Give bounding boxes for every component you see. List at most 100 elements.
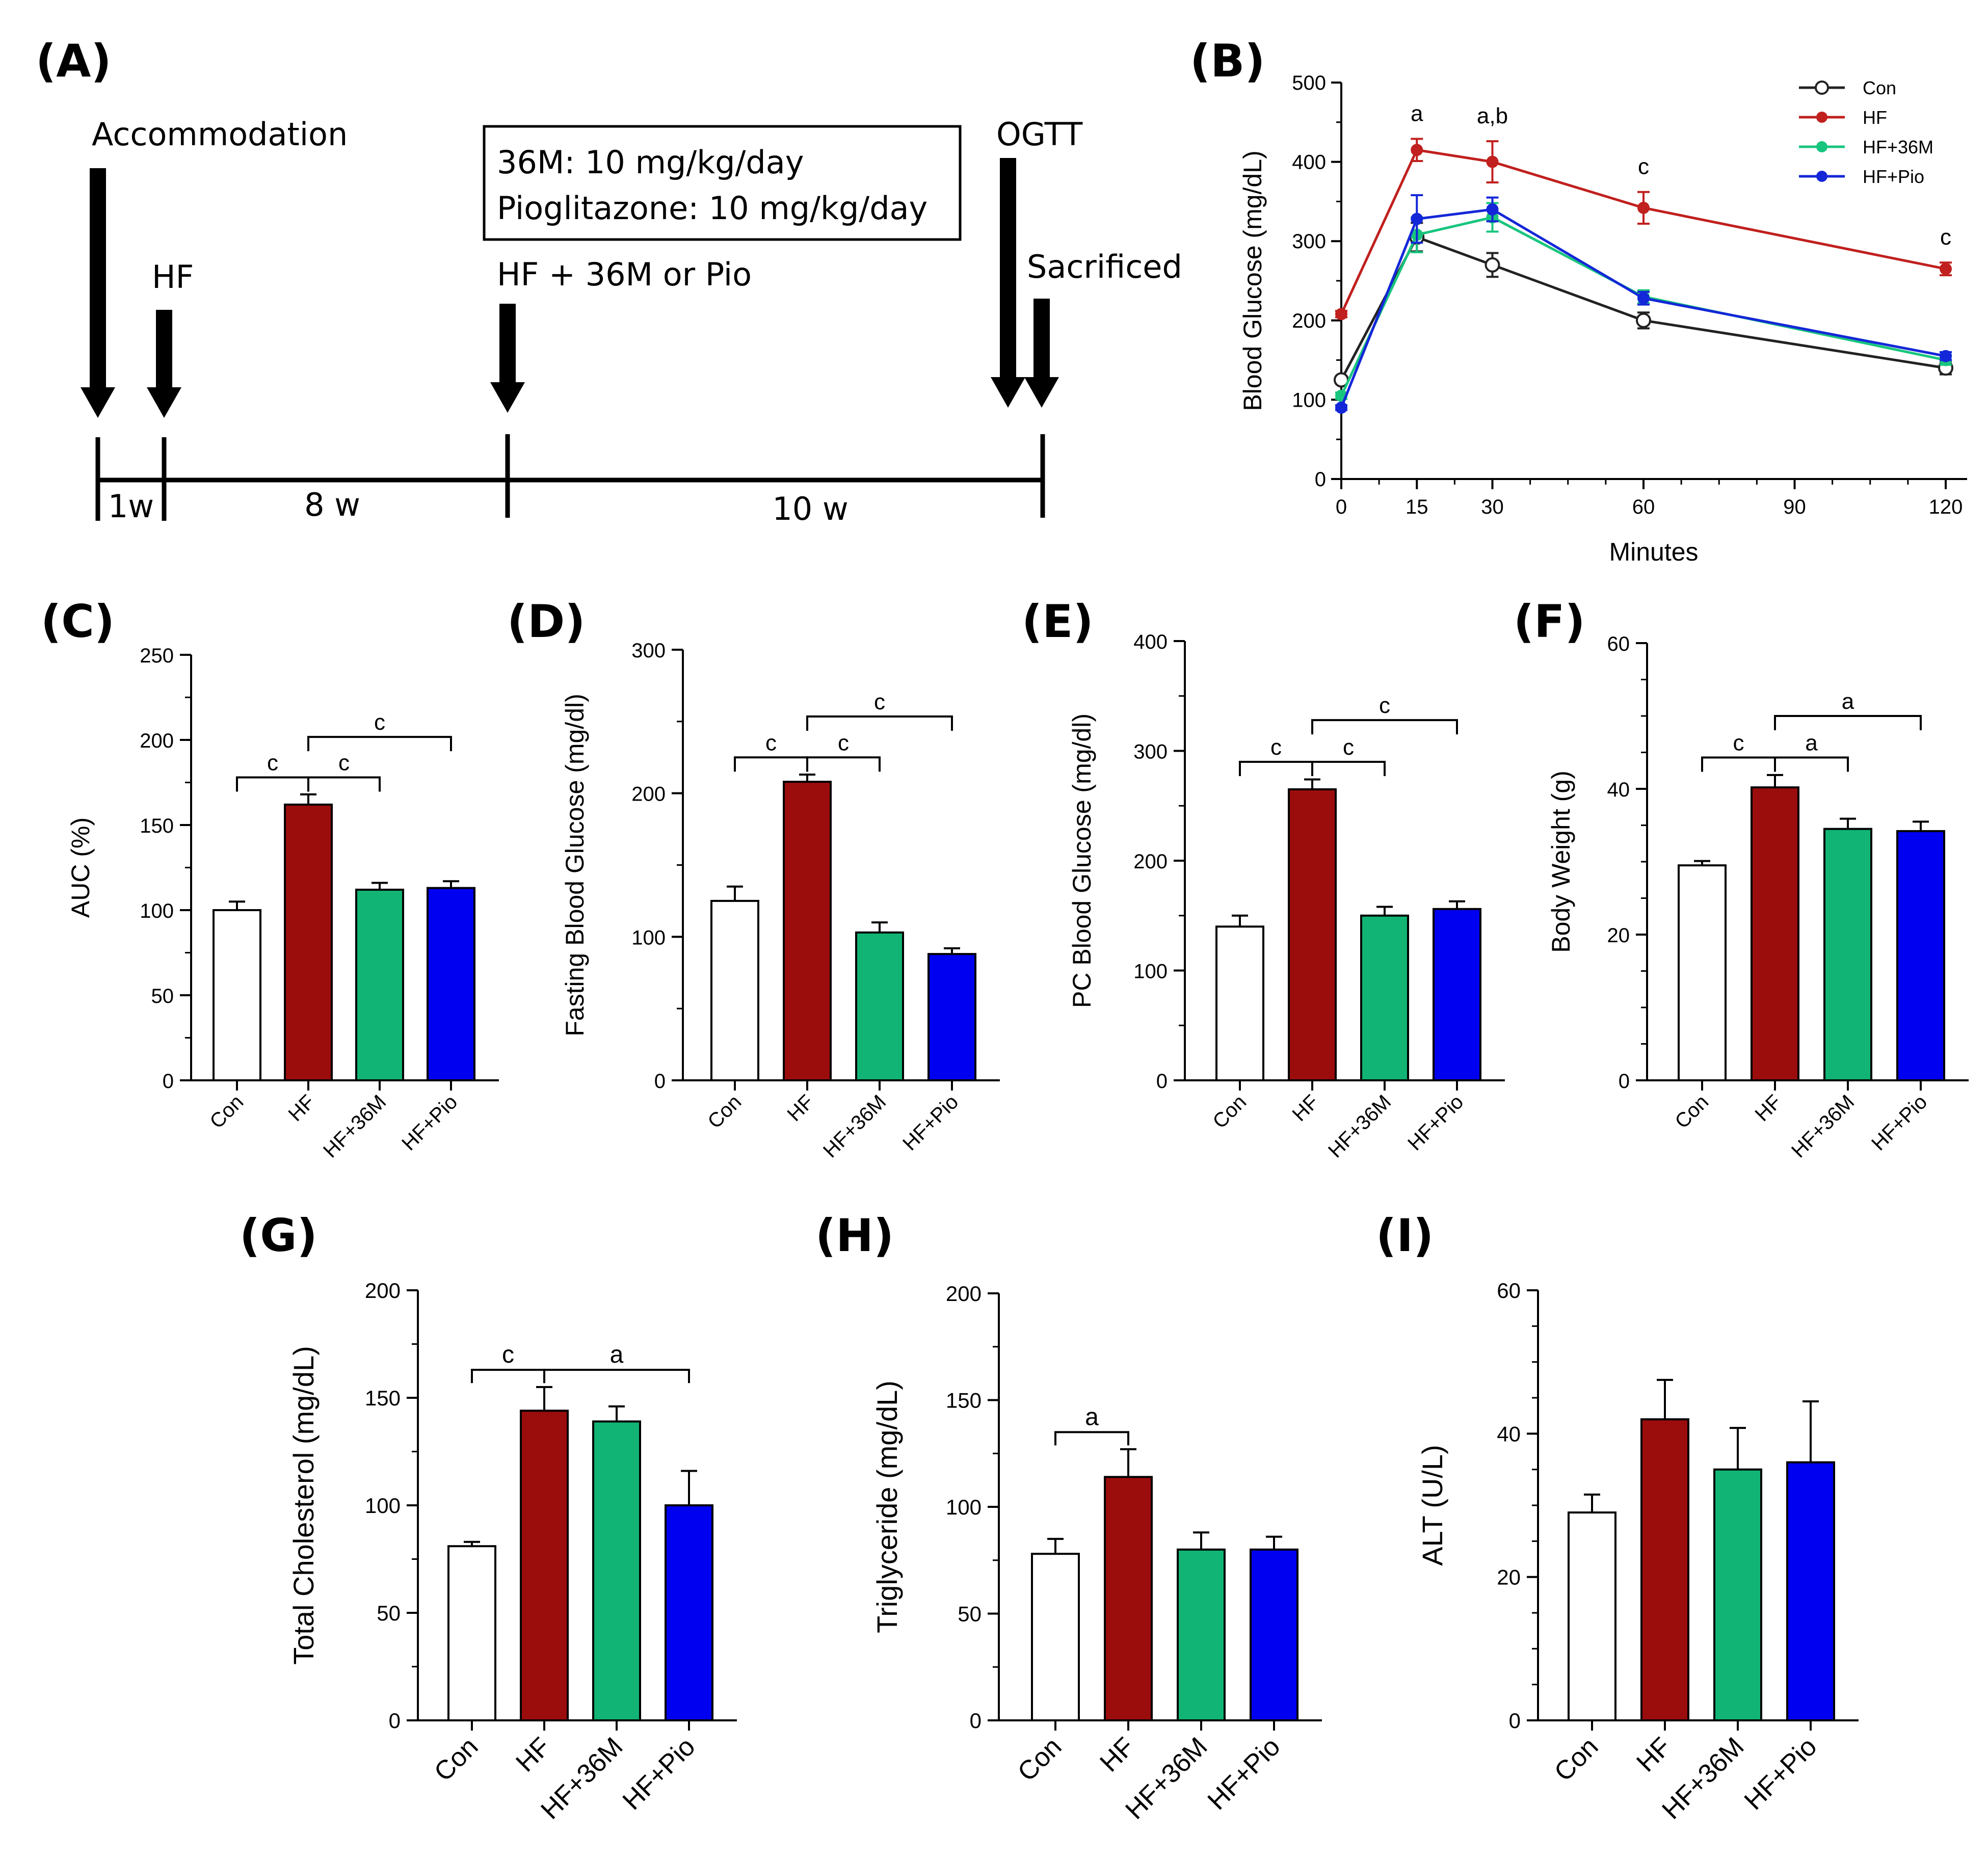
y-tick-label: 40 xyxy=(1497,1422,1521,1446)
panel-h-triglyceride-chart: (H) 0 50 100 150 200 Triglyceride (mg/dL) Con H… xyxy=(815,1209,1322,1825)
significance-label: c xyxy=(267,750,278,775)
data-point xyxy=(1485,257,1500,273)
y-tick-label: 300 xyxy=(1133,741,1168,763)
y-tick-label: 0 xyxy=(1509,1709,1521,1733)
x-category-label: HF+36M xyxy=(1656,1732,1750,1825)
legend-marker xyxy=(1816,141,1827,152)
y-tick-label: 400 xyxy=(1133,631,1168,653)
panel-b-ogtt-chart: (B) 0 100 200 300 400 500 0 15 30 60 90 120 Minutes B… xyxy=(1190,35,1967,566)
bar-con xyxy=(710,899,759,1081)
x-category-label: Con xyxy=(205,1091,248,1133)
bar-con xyxy=(1568,1511,1616,1721)
bar-hf xyxy=(1751,786,1799,1081)
y-tick-label: 200 xyxy=(946,1282,982,1306)
y-tick-label: 0 xyxy=(1315,468,1326,491)
panel-d-fasting-glucose-chart: (D) 0 100 200 300 Fasting Blood Glucose (mg/… xyxy=(507,595,1000,1162)
x-category-label: HF+Pio xyxy=(1739,1732,1823,1816)
significance-label: c xyxy=(1379,693,1390,718)
bar-hf-pio xyxy=(1250,1548,1298,1722)
y-tick-label: 100 xyxy=(365,1494,401,1518)
panel-a-label: (A) xyxy=(36,35,112,87)
y-tick-label: 200 xyxy=(365,1279,401,1303)
bar-hf-pio xyxy=(1896,830,1945,1081)
x-category-label: HF xyxy=(1288,1091,1323,1126)
panel-e-label: (E) xyxy=(1022,595,1094,648)
x-tick-label: 15 xyxy=(1406,496,1428,518)
legend-label: HF+Pio xyxy=(1863,166,1924,187)
duration-10w: 10 w xyxy=(772,490,848,527)
y-tick-label: 100 xyxy=(631,926,666,949)
significance-bracket xyxy=(734,756,808,772)
significance-bracket xyxy=(1701,756,1776,772)
ogtt-arrow xyxy=(991,158,1025,408)
y-axis-title: Triglyceride (mg/dL) xyxy=(871,1380,903,1633)
series-line-con xyxy=(1340,235,1946,381)
significance-label: c xyxy=(765,730,777,755)
bar-con xyxy=(1031,1553,1080,1721)
data-point xyxy=(1940,350,1952,362)
significance-label: c xyxy=(1733,731,1744,756)
ogtt-label: OGTT xyxy=(996,116,1083,153)
y-tick-label: 60 xyxy=(1497,1279,1521,1303)
x-category-label: HF xyxy=(783,1091,818,1126)
x-category-label: Con xyxy=(1671,1091,1713,1133)
legend-label: HF xyxy=(1863,107,1887,128)
significance-label: c xyxy=(1343,735,1354,760)
y-tick-label: 200 xyxy=(140,730,174,752)
significance-bracket xyxy=(1311,719,1458,735)
significance-bracket xyxy=(1054,1431,1129,1446)
duration-8w: 8 w xyxy=(304,486,360,523)
series-line-hf-36m xyxy=(1340,216,1946,396)
significance-label: a xyxy=(1411,101,1423,126)
panel-i-label: (I) xyxy=(1376,1209,1434,1262)
y-tick-label: 100 xyxy=(140,900,174,922)
panel-g-total-cholesterol-chart: (G) 0 50 100 150 200 Total Cholesterol (mg/dL… xyxy=(240,1209,737,1825)
significance-label: c xyxy=(338,750,350,775)
y-tick-label: 0 xyxy=(1619,1070,1630,1093)
bar-con xyxy=(447,1545,496,1721)
x-category-label: HF+Pio xyxy=(1867,1091,1931,1155)
y-tick-label: 500 xyxy=(1292,72,1326,94)
data-point xyxy=(1411,144,1423,156)
significance-label: c xyxy=(874,689,885,714)
legend-marker xyxy=(1816,112,1827,123)
significance-label: c xyxy=(374,710,385,735)
y-tick-label: 20 xyxy=(1497,1565,1521,1589)
y-axis-title: AUC (%) xyxy=(66,817,95,918)
y-axis-title: Fasting Blood Glucose (mg/dl) xyxy=(561,694,589,1037)
bar-con xyxy=(1215,925,1264,1082)
y-axis-title: Blood Glucose (mg/dL) xyxy=(1238,150,1267,411)
data-point xyxy=(1486,203,1499,216)
bar-hf-36m xyxy=(592,1420,641,1721)
accommodation-label: Accommodation xyxy=(92,116,348,153)
bar-hf-pio xyxy=(1786,1461,1835,1722)
x-category-label: Con xyxy=(1208,1091,1251,1133)
dose-line-pioglitazone: Pioglitazone: 10 mg/kg/day xyxy=(497,190,927,227)
data-point xyxy=(1940,262,1952,275)
x-category-label: HF xyxy=(510,1732,556,1777)
y-tick-label: 40 xyxy=(1607,779,1630,801)
duration-1w: 1w xyxy=(108,488,154,525)
dose-line-36m: 36M: 10 mg/kg/day xyxy=(497,144,804,181)
significance-label: a xyxy=(1085,1403,1099,1430)
treatment-arrow xyxy=(490,304,525,413)
y-tick-label: 100 xyxy=(1292,389,1326,411)
x-tick-label: 0 xyxy=(1336,496,1347,518)
data-point xyxy=(1486,155,1499,168)
x-category-label: HF xyxy=(1751,1091,1786,1126)
x-category-label: HF+36M xyxy=(1120,1732,1213,1825)
y-tick-label: 300 xyxy=(631,640,666,662)
y-tick-label: 100 xyxy=(946,1495,982,1519)
sacrificed-arrow xyxy=(1024,299,1059,408)
x-tick-label: 120 xyxy=(1929,496,1963,518)
y-tick-label: 200 xyxy=(1292,310,1326,332)
significance-bracket xyxy=(471,1369,545,1384)
x-category-label: HF+Pio xyxy=(898,1091,963,1155)
bar-hf-pio xyxy=(427,887,475,1081)
y-axis-title: Body Weight (g) xyxy=(1547,770,1575,953)
data-point xyxy=(1637,292,1650,305)
bar-con xyxy=(1678,864,1727,1082)
y-tick-label: 300 xyxy=(1292,230,1326,253)
